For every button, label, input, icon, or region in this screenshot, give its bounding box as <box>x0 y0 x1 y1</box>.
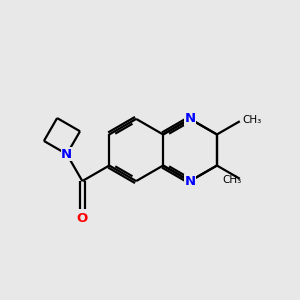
Text: N: N <box>184 112 196 125</box>
Text: O: O <box>77 212 88 225</box>
Text: N: N <box>184 175 196 188</box>
Text: CH₃: CH₃ <box>223 175 242 185</box>
Text: CH₃: CH₃ <box>242 115 261 125</box>
Text: N: N <box>61 148 72 161</box>
